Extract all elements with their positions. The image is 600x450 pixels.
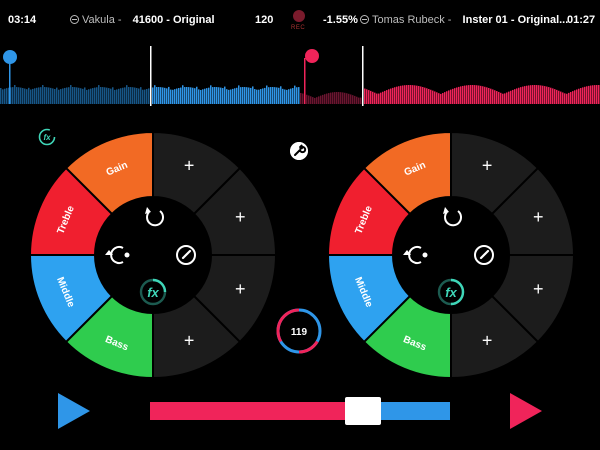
deck-a-track-info[interactable]: Vakula - 41600 - Original xyxy=(70,14,215,26)
plus-icon: + xyxy=(482,330,493,350)
top-bar: 03:14 Vakula - 41600 - Original 120 REC … xyxy=(0,0,600,42)
globe-icon xyxy=(360,15,369,24)
deck-a-play-button[interactable] xyxy=(58,393,90,429)
deck-a-elapsed-time: 03:14 xyxy=(8,14,37,26)
fx-icon[interactable]: fx xyxy=(139,278,167,306)
treble-knob[interactable]: Treble xyxy=(28,166,114,256)
plus-icon: + xyxy=(533,207,544,227)
crossfader-handle[interactable] xyxy=(345,397,381,425)
fx-icon[interactable]: fx xyxy=(38,128,56,146)
deck-b-track-info[interactable]: Tomas Rubeck - Inster 01 - Original... xyxy=(360,14,568,26)
crossfader[interactable] xyxy=(150,397,450,425)
wrench-icon[interactable] xyxy=(290,142,308,160)
tempo-dial-icon[interactable] xyxy=(474,245,494,265)
bass-knob[interactable]: Bass xyxy=(362,294,452,380)
record-button[interactable] xyxy=(293,10,305,22)
sync-icon[interactable] xyxy=(105,246,130,264)
crossfader-deck-b-side xyxy=(150,402,345,420)
deck-a-playhead[interactable] xyxy=(3,50,17,104)
deck-b-playhead[interactable] xyxy=(304,49,319,104)
deck-b-title: Inster 01 - Original... xyxy=(462,14,569,26)
deck-hub xyxy=(97,199,209,311)
loop-icon[interactable] xyxy=(145,207,165,227)
svg-text:fx: fx xyxy=(43,133,51,142)
plus-icon: + xyxy=(184,330,195,350)
bpm-dial[interactable]: 119 xyxy=(274,306,324,356)
fx-icon[interactable]: fx xyxy=(437,278,465,306)
plus-icon: + xyxy=(235,279,246,299)
record-label: REC xyxy=(291,25,306,31)
deck-a-artist: Vakula - xyxy=(82,14,122,26)
hub-fx-label: fx xyxy=(445,285,457,300)
gain-knob[interactable]: Gain xyxy=(64,130,154,216)
plus-icon: + xyxy=(235,207,246,227)
bpm-readout: 120 xyxy=(255,14,274,26)
deck-b-artist: Tomas Rubeck - xyxy=(372,14,452,26)
pitch-readout: -1.55% xyxy=(323,14,358,26)
plus-icon: + xyxy=(482,156,493,176)
tempo-dial-icon[interactable] xyxy=(176,245,196,265)
plus-icon: + xyxy=(184,156,195,176)
hub-fx-label: fx xyxy=(147,285,159,300)
globe-icon xyxy=(70,15,79,24)
deck-b-play-button[interactable] xyxy=(510,393,542,429)
deck-a-title: 41600 - Original xyxy=(132,14,215,26)
deck-hub xyxy=(395,199,507,311)
bpm-dial-value: 119 xyxy=(291,327,308,338)
sync-icon[interactable] xyxy=(403,246,428,264)
bass-knob[interactable]: Bass xyxy=(64,294,154,380)
waveform-overview[interactable] xyxy=(0,42,600,108)
plus-icon: + xyxy=(533,279,544,299)
treble-knob[interactable]: Treble xyxy=(326,166,412,256)
crossfader-deck-a-side xyxy=(381,402,450,420)
loop-icon[interactable] xyxy=(443,207,463,227)
deck-b-remaining-time: 01:27 xyxy=(567,14,596,26)
